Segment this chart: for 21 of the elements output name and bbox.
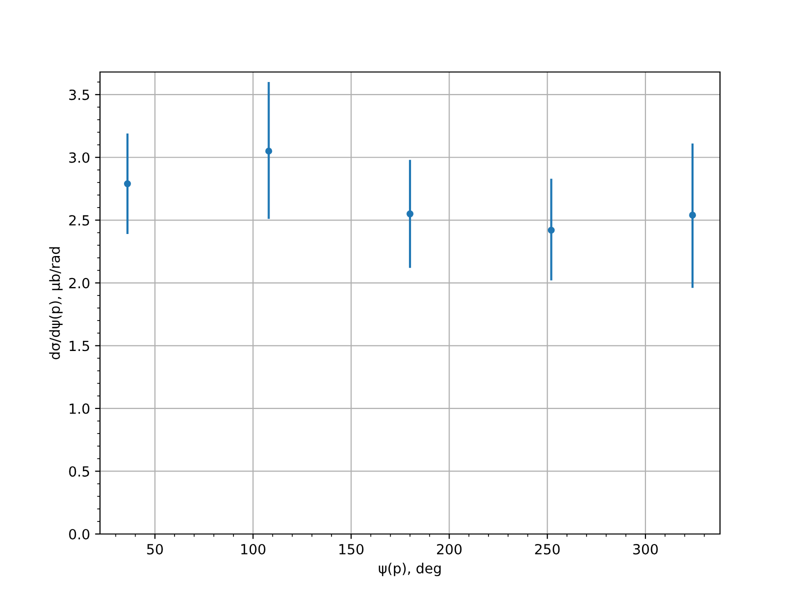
x-tick-label: 300	[633, 544, 658, 554]
y-tick-label: 3.0	[69, 152, 90, 163]
y-tick-label: 2.0	[69, 278, 90, 288]
y-tick-label: 3.5	[69, 90, 90, 100]
y-tick-label: 2.5	[69, 215, 90, 226]
point	[265, 148, 272, 155]
y-tick-label: 0.5	[69, 466, 90, 477]
point	[124, 180, 131, 188]
point	[406, 210, 414, 218]
y-axis-title: dσ/dψ(p), μb/rad	[49, 247, 63, 360]
x-tick-label: 150	[339, 544, 364, 554]
x-tick-label: 50	[147, 544, 163, 554]
point	[548, 226, 555, 234]
y-tick-label: 1.5	[70, 340, 90, 352]
x-tick-label: 200	[437, 544, 462, 554]
x-axis-title: ψ(p), deg	[378, 562, 441, 576]
x-tick-label: 100	[241, 544, 266, 554]
y-tick-label: 1.0	[70, 403, 90, 414]
y-tick-label: 0.0	[69, 528, 90, 540]
x-tick-label: 250	[535, 544, 560, 554]
point	[689, 212, 696, 219]
